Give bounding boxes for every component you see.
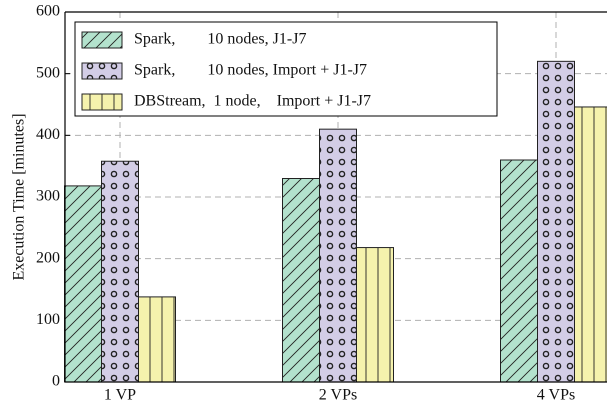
bar — [574, 106, 607, 383]
legend-swatch — [81, 93, 123, 111]
bar — [356, 247, 394, 383]
bar — [500, 159, 538, 383]
y-tick-label: 100 — [36, 311, 60, 328]
bar — [319, 128, 357, 383]
legend-label: DBStream, 1 node, Import + J1-J7 — [134, 93, 371, 110]
x-tick-label: 2 VPs — [319, 387, 357, 404]
bar — [138, 296, 176, 383]
y-tick-label: 400 — [36, 126, 60, 143]
y-tick-label: 500 — [36, 64, 60, 81]
legend-box — [74, 21, 498, 117]
bar — [282, 178, 320, 383]
legend-label: Spark, 10 nodes, Import + J1-J7 — [134, 62, 367, 79]
y-axis-label: Execution Time [minutes] — [11, 113, 28, 280]
legend-swatch — [81, 31, 123, 49]
legend-label: Spark, 10 nodes, J1-J7 — [134, 31, 306, 48]
x-tick-label: 1 VP — [104, 387, 136, 404]
y-tick-label: 200 — [36, 249, 60, 266]
legend-swatch — [81, 62, 123, 80]
x-tick-label: 4 VPs — [537, 387, 575, 404]
y-tick-label: 300 — [36, 188, 60, 205]
bar — [101, 160, 139, 383]
bar — [64, 185, 102, 383]
plot — [64, 11, 607, 383]
bar — [537, 60, 575, 383]
y-tick-label: 600 — [36, 3, 60, 20]
y-tick-label: 0 — [52, 373, 60, 390]
